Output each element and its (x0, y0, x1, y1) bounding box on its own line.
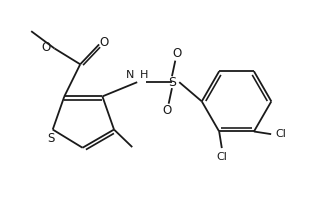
Text: Cl: Cl (216, 152, 227, 162)
Text: H: H (140, 70, 148, 80)
Text: O: O (163, 104, 172, 118)
Text: O: O (42, 41, 51, 54)
Text: N: N (126, 70, 135, 80)
Text: O: O (172, 47, 181, 60)
Text: S: S (168, 76, 176, 89)
Text: S: S (47, 132, 54, 145)
Text: O: O (100, 36, 109, 49)
Text: Cl: Cl (275, 129, 286, 139)
